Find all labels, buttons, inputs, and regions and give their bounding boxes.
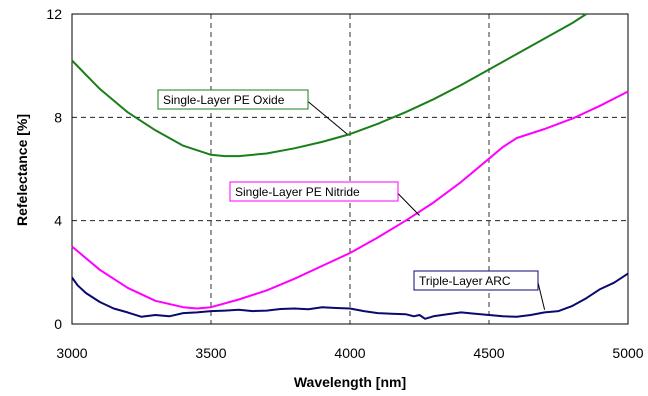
annotation-box xyxy=(229,181,399,202)
x-tick-label: 4000 xyxy=(334,345,365,361)
x-tick-label: 5000 xyxy=(612,345,643,361)
x-axis-title: Wavelength [nm] xyxy=(294,374,406,390)
series-line-3 xyxy=(71,272,629,320)
x-tick-label: 3500 xyxy=(195,345,226,361)
annotation-oxide: Single-Layer PE Oxide xyxy=(157,89,348,135)
annotation-box xyxy=(157,89,309,110)
plot-area-frame xyxy=(71,13,629,325)
y-tick-label: 12 xyxy=(46,6,62,22)
x-tick-label: 4500 xyxy=(473,345,504,361)
annotation-label: Single-Layer PE Nitride xyxy=(235,185,360,199)
x-tick-label: 3000 xyxy=(56,345,87,361)
annotation-label: Triple-Layer ARC xyxy=(419,274,511,288)
series-layer xyxy=(71,13,629,320)
y-tick-label: 8 xyxy=(54,109,62,125)
x-axis-ticks: 3000 3500 4000 4500 5000 xyxy=(56,345,643,361)
annotations-layer: Single-Layer PE Oxide Single-Layer PE Ni… xyxy=(157,89,546,310)
annotation-label: Single-Layer PE Oxide xyxy=(163,93,285,107)
y-tick-label: 0 xyxy=(54,316,62,332)
annotation-leader xyxy=(307,101,348,135)
annotation-leader xyxy=(537,282,546,310)
y-axis-ticks: 0 4 8 12 xyxy=(46,6,62,332)
annotation-nitride: Single-Layer PE Nitride xyxy=(229,181,420,216)
y-axis-title: Refelectance [%] xyxy=(14,114,30,226)
series-line-2 xyxy=(71,90,629,310)
y-tick-label: 4 xyxy=(54,213,62,229)
annotation-box xyxy=(413,270,539,291)
annotation-triple-layer: Triple-Layer ARC xyxy=(413,270,546,310)
annotation-leader xyxy=(397,193,420,216)
series-line-1 xyxy=(71,13,587,158)
grid-lines xyxy=(72,14,628,324)
